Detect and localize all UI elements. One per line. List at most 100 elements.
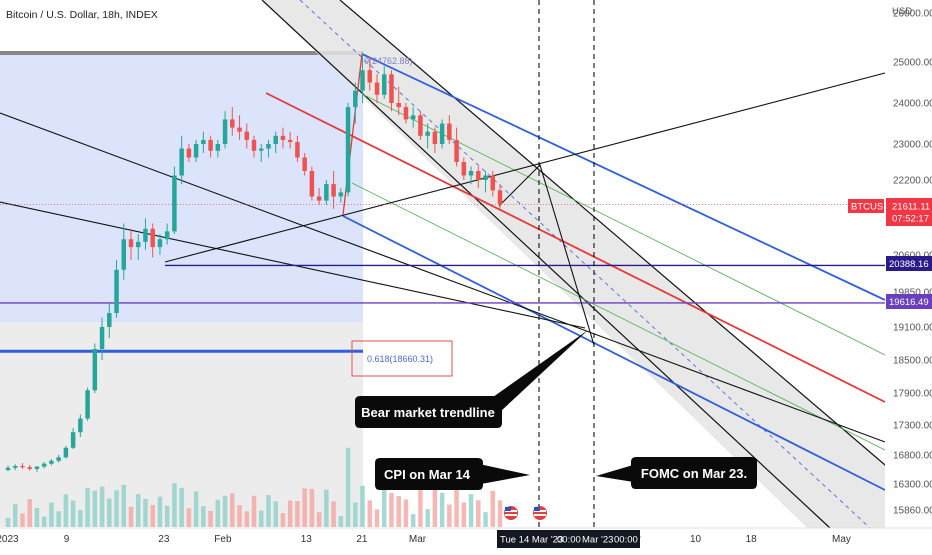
volume-bar — [85, 487, 90, 527]
gray-channel-upper — [261, 0, 831, 529]
volume-bar — [324, 489, 329, 527]
candle-body — [114, 269, 119, 313]
candle — [454, 127, 459, 167]
volume-bar — [331, 501, 336, 527]
candle-body — [56, 457, 61, 461]
candle — [215, 139, 221, 158]
candle-body — [70, 432, 76, 448]
candle-body — [34, 466, 40, 469]
fib-box — [351, 340, 453, 377]
crosshair-date-badge — [497, 530, 640, 548]
gray-channel-lower — [339, 0, 932, 506]
volume-bar — [295, 501, 300, 527]
volume-bar — [12, 504, 18, 527]
candle — [389, 70, 394, 112]
candle — [128, 228, 134, 260]
candle-body — [410, 115, 416, 120]
volume-bar — [157, 496, 163, 527]
candle — [56, 455, 61, 463]
candle-body — [193, 144, 199, 158]
time-tick-label: 9 — [64, 534, 70, 545]
volume-bar — [353, 502, 358, 527]
candle-body — [266, 144, 271, 149]
crosshair-time-2: 00:00 — [614, 535, 638, 546]
candle-body — [135, 241, 141, 248]
candle — [353, 82, 358, 124]
volume-bar — [432, 489, 438, 527]
volume-bar — [461, 502, 467, 527]
candle-body — [244, 131, 250, 140]
volume-bar — [201, 506, 206, 527]
candle — [121, 223, 127, 280]
price-tick-label: 16300.00 — [893, 480, 932, 491]
price-tick-label: 17300.00 — [893, 421, 932, 432]
candle-body — [157, 239, 163, 248]
candle-body — [468, 171, 474, 176]
candle — [410, 107, 416, 128]
green-line-lower — [351, 182, 886, 451]
volume-bar — [280, 513, 286, 527]
candle — [251, 135, 257, 158]
volume-bar — [273, 501, 278, 527]
candle — [483, 171, 488, 193]
candle — [447, 115, 452, 144]
candle — [374, 74, 380, 103]
candle-body — [425, 131, 430, 136]
volume-bar — [367, 500, 373, 527]
candle — [295, 135, 300, 162]
price-tick-label: 18500.00 — [893, 356, 932, 367]
candle-body — [49, 460, 54, 464]
volume-bar — [27, 499, 32, 527]
candle — [497, 184, 503, 209]
candle-body — [338, 192, 344, 197]
candle-body — [179, 148, 184, 176]
volume-bar — [403, 499, 409, 527]
last-price-badge — [886, 198, 932, 226]
candle — [5, 465, 11, 472]
volume-bar — [454, 487, 459, 527]
candle-body — [461, 162, 467, 176]
candle — [425, 123, 430, 149]
blue-channel-bottom — [342, 215, 886, 491]
candle — [27, 464, 32, 471]
candle-body — [389, 74, 394, 103]
volume-bar — [230, 493, 235, 527]
candle-body — [273, 135, 278, 144]
blue-channel-top — [361, 53, 886, 301]
volume-bar — [49, 502, 54, 527]
candle — [193, 139, 199, 162]
candle — [316, 188, 322, 205]
volume-bar — [439, 492, 445, 527]
candle — [179, 135, 184, 185]
price-tick-label: 17900.00 — [893, 389, 932, 400]
time-tick-label: 10 — [690, 534, 702, 545]
crosshair-time-1: 00:00 — [557, 535, 581, 546]
event-flag-icon[interactable] — [533, 506, 547, 520]
time-axis[interactable] — [0, 528, 932, 550]
event-flag-icon[interactable] — [504, 506, 518, 520]
candle — [34, 466, 40, 472]
price-tick-label: 25000.00 — [893, 58, 932, 69]
candle-body — [186, 148, 192, 158]
price-tick-label: 24000.00 — [893, 99, 932, 110]
level-badge — [886, 256, 932, 271]
volume-bar — [63, 494, 69, 527]
candle-body — [5, 467, 11, 471]
blue-zone — [0, 54, 363, 322]
candle-body — [360, 70, 365, 91]
candle — [476, 166, 481, 189]
candle — [85, 387, 90, 421]
price-tick-label: 19100.00 — [893, 323, 932, 334]
price-tick-label: 19850.00 — [893, 288, 932, 299]
volume-bar — [345, 447, 351, 527]
callout-bear-text: Bear market trendline — [361, 405, 495, 420]
candle — [258, 144, 264, 162]
rising-trendline — [164, 72, 886, 263]
volume-bar — [208, 510, 213, 527]
volume-bar — [34, 507, 40, 527]
top-fib-label: 0(24762.88) — [364, 56, 413, 66]
candle-body — [374, 82, 380, 95]
